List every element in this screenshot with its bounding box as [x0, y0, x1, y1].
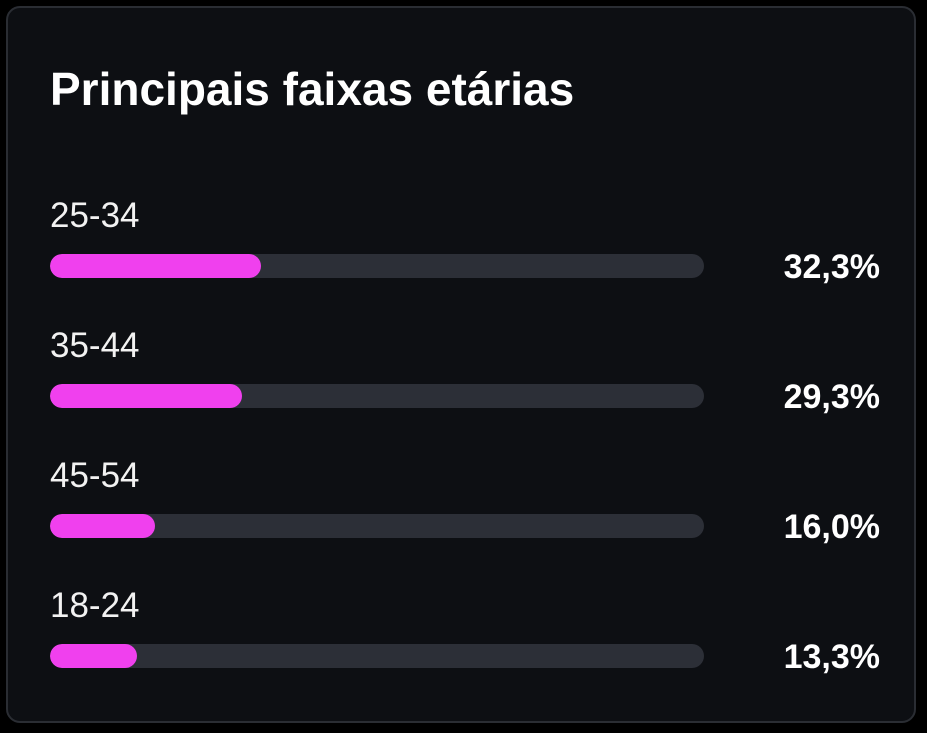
card-title: Principais faixas etárias — [50, 63, 575, 115]
age-group-label: 45-54 — [50, 456, 140, 495]
age-group-label: 35-44 — [50, 326, 140, 365]
age-groups-card: Principais faixas etárias 25-34 32,3% 35… — [6, 6, 916, 723]
progress-fill — [50, 514, 155, 538]
age-group-row: 45-54 16,0% — [50, 458, 880, 558]
age-group-percent: 13,3% — [783, 638, 880, 676]
age-group-row: 25-34 32,3% — [50, 198, 880, 298]
age-group-label: 25-34 — [50, 196, 140, 235]
progress-fill — [50, 254, 262, 278]
age-group-row: 18-24 13,3% — [50, 588, 880, 688]
age-group-label: 18-24 — [50, 586, 140, 625]
progress-fill — [50, 384, 242, 408]
progress-track — [50, 384, 704, 408]
progress-track — [50, 644, 704, 668]
progress-track — [50, 514, 704, 538]
age-group-percent: 16,0% — [783, 508, 880, 546]
progress-track — [50, 254, 704, 278]
age-group-percent: 32,3% — [783, 248, 880, 286]
age-group-row: 35-44 29,3% — [50, 328, 880, 428]
age-group-percent: 29,3% — [783, 378, 880, 416]
progress-fill — [50, 644, 137, 668]
